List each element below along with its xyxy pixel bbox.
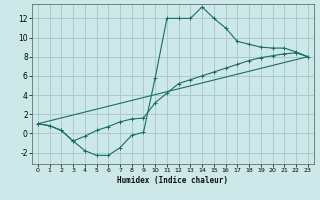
X-axis label: Humidex (Indice chaleur): Humidex (Indice chaleur) <box>117 176 228 185</box>
